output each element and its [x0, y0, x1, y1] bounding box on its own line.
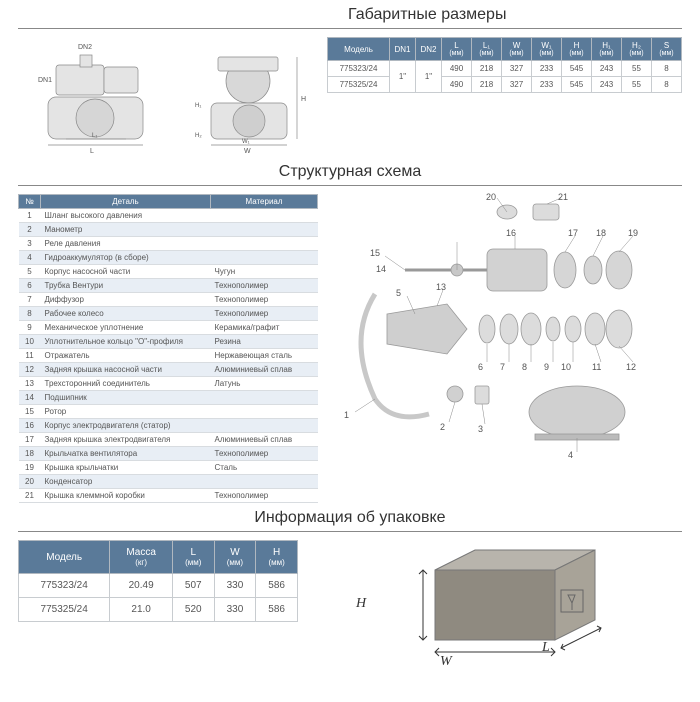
box-dim-w: W [440, 654, 452, 670]
struct-th-num: № [19, 195, 41, 209]
table-row: 14Подшипник [19, 391, 318, 405]
callout-3: 3 [478, 424, 483, 434]
table-row: 9Механическое уплотнениеКерамика/графит [19, 321, 318, 335]
table-row: 3Реле давления [19, 237, 318, 251]
svg-text:L: L [90, 148, 94, 155]
table-row: 18Крыльчатка вентилятораТехнополимер [19, 447, 318, 461]
struct-th-detail: Деталь [41, 195, 211, 209]
callout-21: 21 [558, 192, 568, 202]
callout-7: 7 [500, 362, 505, 372]
callout-13: 13 [436, 282, 446, 292]
svg-text:H: H [301, 96, 306, 103]
svg-text:H₁: H₁ [195, 103, 201, 109]
svg-text:H₂: H₂ [195, 133, 202, 139]
callout-6: 6 [478, 362, 483, 372]
dimensions-table: Модель DN1 DN2 L(мм) L₁(мм) W(мм) W₁(мм)… [327, 37, 682, 157]
dim-th: H₂ [632, 41, 641, 50]
callout-8: 8 [522, 362, 527, 372]
dim-th-dn2: DN2 [420, 45, 436, 54]
table-row: 775323/24 1" 1" 490218 327233 545243 558 [328, 61, 682, 77]
callout-19: 19 [628, 228, 638, 238]
svg-text:DN1: DN1 [38, 77, 52, 84]
callout-20: 20 [486, 192, 496, 202]
dim-th-dn1: DN1 [394, 45, 410, 54]
table-row: 1Шланг высокого давления [19, 209, 318, 223]
pkg-th-mass: Масса [126, 547, 156, 558]
table-row: 11ОтражательНержавеющая сталь [19, 349, 318, 363]
callout-11: 11 [592, 362, 601, 372]
dimensions-title: Габаритные размеры [18, 6, 682, 29]
svg-text:DN2: DN2 [78, 44, 92, 51]
exploded-diagram: 20 21 15 14 16 17 18 19 5 13 6 7 8 9 10 … [332, 194, 682, 464]
callout-9: 9 [544, 362, 549, 372]
table-row: 13Трехсторонний соединительЛатунь [19, 377, 318, 391]
callout-15: 15 [370, 248, 380, 258]
table-row: 8Рабочее колесоТехнополимер [19, 307, 318, 321]
pkg-th-w: W [230, 547, 239, 558]
table-row: 15Ротор [19, 405, 318, 419]
callout-17: 17 [568, 228, 578, 238]
dim-th: L [454, 41, 458, 50]
dim-th-model: Модель [344, 45, 373, 54]
dimensions-diagram: DN2 DN1 L L₁ H W [18, 37, 313, 157]
box-dim-h: H [356, 596, 366, 612]
table-row: 10Уплотнительное кольцо "О"-профиляРезин… [19, 335, 318, 349]
packaging-title: Информация об упаковке [18, 509, 682, 532]
table-row: 21Крышка клеммной коробкиТехнополимер [19, 489, 318, 503]
pkg-th-model: Модель [46, 552, 82, 563]
structure-table: № Деталь Материал 1Шланг высокого давлен… [18, 194, 318, 503]
pkg-th-h: H [273, 547, 280, 558]
dim-th: W₁ [541, 41, 551, 50]
callout-4: 4 [568, 450, 573, 460]
table-row: 775325/2421.0 520330586 [19, 598, 298, 622]
table-row: 7ДиффузорТехнополимер [19, 293, 318, 307]
callout-1: 1 [344, 410, 349, 420]
callout-18: 18 [596, 228, 606, 238]
table-row: 4Гидроаккумулятор (в сборе) [19, 251, 318, 265]
dim-th: H₁ [602, 41, 610, 50]
callout-12: 12 [626, 362, 636, 372]
table-row: 6Трубка ВентуриТехнополимер [19, 279, 318, 293]
struct-th-material: Материал [211, 195, 318, 209]
callout-14: 14 [376, 264, 386, 274]
callout-2: 2 [440, 422, 445, 432]
pkg-th-l: L [190, 547, 196, 558]
callout-10: 10 [561, 362, 571, 372]
svg-text:W: W [244, 148, 251, 155]
table-row: 19Крышка крыльчаткиСталь [19, 461, 318, 475]
structure-title: Структурная схема [18, 163, 682, 186]
svg-text:W₁: W₁ [242, 139, 250, 145]
structure-section: Структурная схема № Деталь Материал 1Шла… [0, 157, 700, 503]
table-row: 775325/24 490218 327233 545243 558 [328, 77, 682, 93]
table-row: 775323/2420.49 507330586 [19, 574, 298, 598]
table-row: 16Корпус электродвигателя (статор) [19, 419, 318, 433]
table-row: 5Корпус насосной частиЧугун [19, 265, 318, 279]
dimensions-section: Габаритные размеры DN2 DN1 L L₁ [0, 0, 700, 157]
table-row: 12Задняя крышка насосной частиАлюминиевы… [19, 363, 318, 377]
dim-th: W [513, 41, 521, 50]
dim-th: L₁ [483, 41, 490, 50]
svg-text:L₁: L₁ [92, 133, 97, 139]
dim-th: S [664, 41, 669, 50]
package-box-diagram: H W L [328, 540, 682, 670]
table-row: 17Задняя крышка электродвигателяАлюминие… [19, 433, 318, 447]
table-row: 2Манометр [19, 223, 318, 237]
box-dim-l: L [542, 640, 550, 656]
table-row: 20Конденсатор [19, 475, 318, 489]
packaging-section: Информация об упаковке Модель Масса(кг) … [0, 503, 700, 670]
packaging-table: Модель Масса(кг) L(мм) W(мм) H(мм) 77532… [18, 540, 298, 622]
callout-5: 5 [396, 288, 401, 298]
dim-th: H [574, 41, 580, 50]
callout-16: 16 [506, 228, 516, 238]
